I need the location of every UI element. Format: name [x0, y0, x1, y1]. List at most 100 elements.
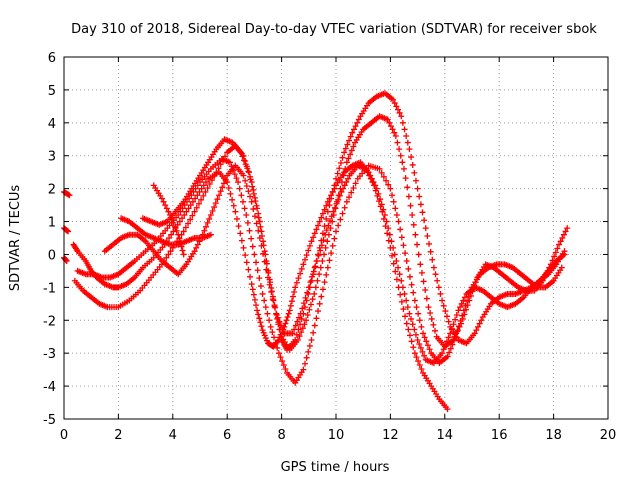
- data-point: [222, 176, 229, 183]
- data-point: [243, 259, 250, 266]
- data-point: [453, 312, 460, 319]
- data-point: [391, 129, 398, 136]
- data-point: [404, 304, 411, 311]
- data-point: [251, 213, 258, 220]
- data-point: [297, 270, 304, 277]
- data-point: [317, 264, 324, 271]
- data-point: [430, 264, 437, 271]
- data-point: [399, 119, 406, 126]
- data-point: [372, 187, 379, 194]
- data-point: [405, 326, 412, 333]
- data-point: [256, 315, 263, 322]
- data-point: [242, 177, 249, 184]
- data-point: [193, 204, 200, 211]
- data-point: [457, 304, 464, 311]
- data-points: [61, 90, 571, 413]
- data-point: [264, 310, 271, 317]
- data-point: [194, 192, 201, 199]
- data-point: [329, 188, 336, 195]
- data-point: [405, 193, 412, 200]
- data-point: [411, 326, 418, 333]
- data-point: [179, 247, 186, 254]
- data-point: [321, 279, 328, 286]
- data-point: [233, 215, 240, 222]
- data-point: [333, 228, 339, 235]
- data-point: [395, 106, 402, 113]
- data-point: [366, 172, 373, 179]
- y-axis-label: SDTVAR / TECUs: [8, 185, 23, 292]
- data-point: [418, 365, 425, 372]
- data-point: [163, 205, 170, 212]
- data-point: [312, 263, 319, 270]
- data-point: [236, 185, 243, 192]
- data-point: [410, 344, 417, 351]
- data-point: [284, 313, 291, 320]
- data-point: [189, 212, 196, 219]
- data-point: [443, 313, 450, 320]
- data-point: [421, 334, 428, 341]
- data-point: [323, 227, 330, 234]
- data-point: [409, 321, 416, 328]
- data-point: [393, 211, 400, 218]
- data-point: [420, 330, 427, 337]
- data-point: [392, 268, 399, 275]
- data-point: [432, 271, 439, 278]
- data-point: [225, 184, 232, 191]
- data-point: [323, 271, 330, 278]
- data-point: [282, 365, 289, 372]
- data-point: [364, 169, 371, 176]
- data-point: [250, 206, 257, 213]
- data-point: [237, 149, 244, 156]
- data-point: [328, 250, 335, 257]
- data-point: [339, 154, 346, 161]
- data-point: [437, 290, 444, 297]
- data-point: [415, 310, 422, 317]
- data-point: [559, 235, 566, 241]
- data-point: [539, 277, 546, 284]
- data-point: [328, 195, 335, 202]
- data-point: [400, 242, 407, 249]
- data-point: [202, 188, 209, 195]
- data-point: [267, 279, 274, 286]
- series-arc-8: [118, 215, 214, 248]
- data-point: [445, 334, 452, 341]
- data-point: [250, 291, 257, 298]
- data-point: [238, 192, 245, 199]
- data-point: [235, 223, 242, 230]
- data-point: [350, 143, 357, 150]
- data-point: [180, 228, 187, 235]
- x-tick-label: 16: [491, 428, 508, 443]
- data-point: [319, 286, 326, 293]
- data-point: [556, 241, 563, 248]
- data-point: [421, 352, 428, 359]
- data-point: [192, 195, 199, 202]
- data-point: [339, 210, 346, 217]
- data-point: [413, 304, 420, 311]
- data-point: [416, 340, 423, 347]
- data-point: [263, 266, 270, 273]
- data-point: [354, 119, 361, 126]
- data-point: [311, 322, 318, 329]
- data-point: [247, 273, 254, 280]
- data-point: [310, 234, 317, 241]
- data-point: [385, 181, 392, 188]
- data-point: [163, 254, 170, 261]
- data-point: [278, 322, 285, 329]
- x-tick-label: 12: [382, 428, 399, 443]
- data-point: [297, 310, 304, 317]
- data-point: [267, 323, 274, 330]
- data-point: [193, 244, 200, 251]
- data-point: [403, 297, 410, 304]
- data-point: [299, 305, 306, 312]
- data-point: [384, 230, 391, 237]
- data-point: [209, 208, 216, 215]
- data-point: [374, 192, 381, 199]
- data-point: [296, 314, 303, 321]
- data-point: [316, 300, 323, 307]
- data-point: [182, 224, 189, 231]
- data-point: [252, 198, 259, 205]
- x-tick-label: 10: [328, 428, 345, 443]
- data-point: [180, 251, 187, 258]
- data-point: [280, 362, 287, 369]
- data-point: [215, 165, 222, 172]
